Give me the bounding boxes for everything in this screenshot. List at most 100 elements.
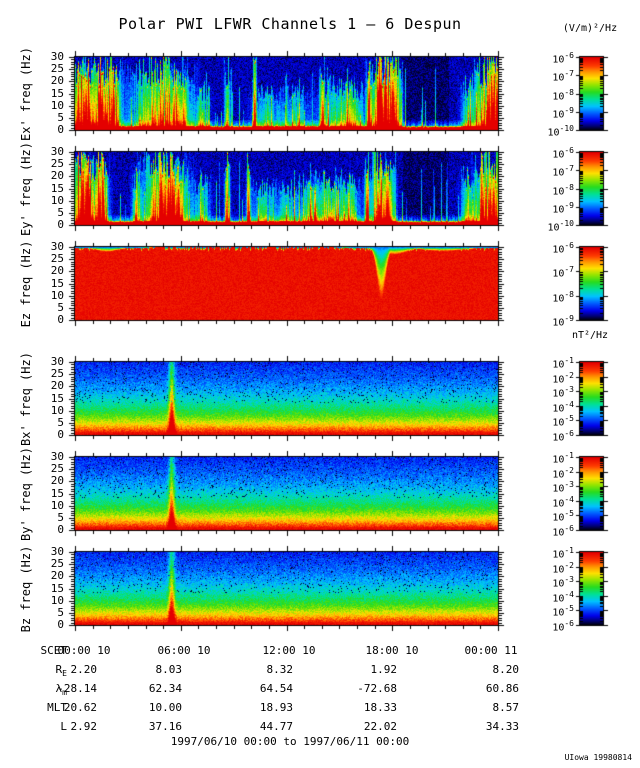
efield-units-label: (V/m)²/Hz — [562, 23, 618, 34]
colorbar-tick-label: 10-4 — [552, 589, 574, 605]
ephemeris-value: 34.33 — [485, 720, 519, 733]
spectrogram-panel-ez — [68, 240, 505, 327]
freq-tick-label: 25 — [50, 557, 64, 571]
ephemeris-value: 2.92 — [70, 720, 98, 733]
freq-tick-label: 5 — [57, 205, 64, 219]
freq-tick-label: 15 — [50, 391, 64, 405]
ephemeris-row-label-λ: λm — [55, 682, 67, 698]
time-range-caption: 1997/06/10 00:00 to 1997/06/11 00:00 — [170, 735, 410, 748]
colorbar-tick-label: 10-1 — [552, 451, 574, 466]
freq-tick-label: 15 — [50, 486, 64, 500]
ephemeris-value: 60.86 — [485, 682, 519, 695]
spectrogram-panel-ey — [68, 145, 505, 232]
freq-tick-label: 10 — [50, 498, 64, 512]
freq-tick-label: 30 — [50, 355, 64, 368]
freq-tick-label: 20 — [50, 379, 64, 393]
colorbar-tick-label: 10-2 — [552, 465, 574, 480]
colorbar-tick-label: 10-6 — [552, 241, 574, 256]
spectrogram-panel-bx — [68, 355, 505, 442]
ephemeris-value: 8.03 — [155, 663, 183, 676]
colorbar-tick-label: 10-3 — [552, 480, 574, 495]
ephemeris-value: 62.34 — [148, 682, 182, 695]
colorbar-tick-label: 10-1 — [552, 356, 574, 371]
ephemeris-value: 00:00 11 — [464, 644, 518, 657]
freq-tick-label: 20 — [50, 264, 64, 278]
ephemeris-value: 37.16 — [148, 720, 182, 733]
spectrogram-panel-ex — [68, 50, 505, 137]
colorbar-tick-label: 10-8 — [552, 289, 574, 304]
colorbar-ey — [573, 145, 610, 232]
colorbar-tick-label: 10-8 — [552, 87, 574, 102]
colorbar-tick-label: 10-6 — [552, 146, 574, 161]
ylabel-ex: Ex' freq (Hz) — [19, 46, 33, 141]
ephemeris-value: 18.93 — [259, 701, 293, 714]
colorbar-tick-label: 10-7 — [552, 265, 574, 280]
ephemeris-value: 1.92 — [370, 663, 398, 676]
freq-tick-label: 30 — [50, 545, 64, 558]
colorbar-tick-label: 10-8 — [552, 182, 574, 197]
freq-tick-label: 20 — [50, 474, 64, 488]
ephemeris-row-label-scet: SCET — [40, 644, 68, 657]
freq-tick-label: 10 — [50, 98, 64, 112]
ephemeris-row-label-l: L — [60, 720, 67, 733]
freq-tick-label: 10 — [50, 403, 64, 417]
colorbar-tick-label: 10-7 — [552, 69, 574, 84]
ephemeris-value: -72.68 — [357, 682, 397, 695]
colorbar-tick-label: 10-2 — [552, 560, 574, 575]
freq-tick-label: 0 — [57, 618, 64, 631]
ephemeris-value: -28.14 — [57, 682, 97, 695]
freq-tick-label: 10 — [50, 193, 64, 207]
ephemeris-value: 8.32 — [266, 663, 294, 676]
colorbar-tick-label: 10-3 — [552, 575, 574, 590]
colorbar-tick-label: 10-5 — [552, 509, 574, 524]
ephemeris-value: 20.62 — [63, 701, 97, 714]
freq-tick-label: 5 — [57, 510, 64, 524]
freq-tick-label: 10 — [50, 593, 64, 607]
colorbar-tick-label: 10-10 — [547, 124, 575, 139]
ephemeris-value: 2.20 — [70, 663, 98, 676]
credit-label: UIowa 19980814 — [564, 753, 632, 762]
colorbar-tick-label: 10-9 — [552, 200, 574, 216]
ephemeris-row-label-r: RE — [55, 663, 67, 679]
ephemeris-value: 22.02 — [363, 720, 397, 733]
ephemeris-value: 64.54 — [259, 682, 293, 695]
freq-tick-label: 15 — [50, 181, 64, 195]
freq-tick-label: 25 — [50, 62, 64, 76]
freq-tick-label: 20 — [50, 569, 64, 583]
bfield-units-label: nT²/Hz — [571, 330, 609, 341]
ephemeris-value: 12:00 10 — [262, 644, 316, 657]
freq-tick-label: 25 — [50, 367, 64, 381]
freq-tick-label: 15 — [50, 86, 64, 100]
spectrogram-panel-bz — [68, 545, 505, 632]
colorbar-tick-label: 10-4 — [552, 494, 574, 510]
colorbar-bx — [573, 355, 610, 442]
freq-tick-label: 30 — [50, 240, 64, 253]
freq-tick-label: 20 — [50, 74, 64, 88]
freq-tick-label: 25 — [50, 157, 64, 171]
freq-tick-label: 5 — [57, 300, 64, 314]
ephemeris-value: 06:00 10 — [157, 644, 211, 657]
colorbar-ex — [573, 50, 610, 137]
ephemeris-value: 44.77 — [259, 720, 293, 733]
colorbar-tick-label: 10-10 — [547, 219, 575, 234]
colorbar-tick-label: 10-9 — [552, 105, 574, 121]
colorbar-by — [573, 450, 610, 537]
ylabel-bx: Bx' freq (Hz) — [19, 351, 33, 446]
colorbar-ez — [573, 240, 610, 327]
colorbar-tick-label: 10-6 — [552, 429, 574, 444]
freq-tick-label: 15 — [50, 581, 64, 595]
ephemeris-value: 8.57 — [492, 701, 520, 714]
ylabel-bz: Bz freq (Hz) — [19, 545, 33, 632]
freq-tick-label: 10 — [50, 288, 64, 302]
ephemeris-value: 00:00 10 — [57, 644, 111, 657]
ylabel-ez: Ez freq (Hz) — [19, 240, 33, 327]
freq-tick-label: 25 — [50, 462, 64, 476]
colorbar-tick-label: 10-1 — [552, 546, 574, 561]
ephemeris-row-label-mlt: MLT — [47, 701, 67, 714]
freq-tick-label: 0 — [57, 313, 64, 326]
ephemeris-value: 8.20 — [492, 663, 520, 676]
ephemeris-value: 10.00 — [148, 701, 182, 714]
freq-tick-label: 0 — [57, 218, 64, 231]
freq-tick-label: 30 — [50, 50, 64, 63]
ylabel-by: By' freq (Hz) — [19, 446, 33, 541]
